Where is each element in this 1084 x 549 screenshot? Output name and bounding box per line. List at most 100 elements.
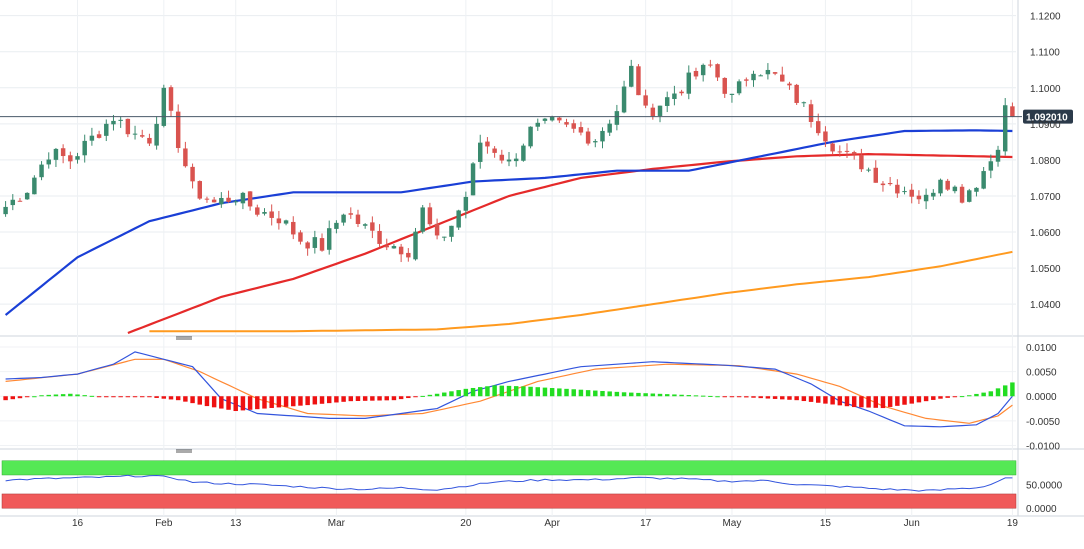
candle bbox=[3, 201, 8, 217]
candle-body bbox=[513, 158, 519, 162]
macd-histogram-bar bbox=[708, 395, 713, 397]
candle-body bbox=[636, 66, 641, 96]
rsi-axis-tick-label: 0.0000 bbox=[1026, 504, 1057, 515]
candle-body bbox=[362, 224, 368, 226]
candle-body bbox=[10, 199, 16, 206]
candle bbox=[211, 196, 217, 203]
candle bbox=[593, 139, 598, 148]
candle bbox=[334, 220, 339, 234]
candle bbox=[700, 63, 706, 82]
price-axis-tick-label: 1.0500 bbox=[1030, 264, 1061, 275]
macd-histogram-bar bbox=[384, 396, 389, 401]
candle bbox=[305, 241, 310, 256]
candle-body bbox=[585, 131, 591, 144]
macd-histogram-bar bbox=[945, 396, 950, 398]
macd-histogram-bar bbox=[808, 396, 814, 402]
macd-histogram-bar bbox=[269, 396, 274, 408]
macd-histogram-bar bbox=[967, 395, 972, 397]
macd-histogram-bar bbox=[463, 388, 469, 397]
macd-histogram-bar bbox=[262, 396, 267, 409]
candle-body bbox=[664, 97, 670, 106]
candle-body bbox=[902, 191, 907, 193]
macd-histogram-bar bbox=[787, 396, 792, 400]
macd-histogram-bar bbox=[247, 396, 253, 410]
candle-body bbox=[255, 207, 260, 215]
candle-body bbox=[240, 192, 246, 204]
candle bbox=[478, 134, 483, 169]
candle bbox=[708, 59, 713, 68]
pane-resize-handle-2[interactable] bbox=[176, 449, 192, 453]
candle bbox=[68, 151, 73, 170]
rsi-line bbox=[5, 474, 1013, 492]
candle-body bbox=[355, 214, 361, 224]
macd-histogram-bar bbox=[312, 396, 318, 405]
candle bbox=[758, 74, 763, 77]
candle bbox=[24, 192, 30, 200]
candle bbox=[370, 216, 375, 239]
candle-body bbox=[53, 148, 59, 160]
candle-body bbox=[1010, 106, 1015, 117]
macd-histogram-bar bbox=[111, 396, 116, 398]
candle-body bbox=[959, 186, 965, 203]
time-axis-tick-label: Apr bbox=[544, 518, 560, 529]
macd-histogram-bar bbox=[535, 387, 540, 397]
candle-body bbox=[226, 197, 231, 202]
candle-body bbox=[700, 64, 706, 76]
candle-body bbox=[233, 201, 238, 203]
macd-histogram-bar bbox=[880, 396, 886, 409]
candle bbox=[945, 178, 950, 191]
candle bbox=[650, 103, 656, 120]
candle bbox=[967, 188, 972, 203]
moving-average-long bbox=[149, 250, 1013, 333]
candle bbox=[693, 67, 699, 80]
candle bbox=[319, 233, 325, 252]
candle-body bbox=[478, 142, 483, 162]
macd-histogram-bar bbox=[456, 390, 461, 397]
candle-body bbox=[204, 198, 210, 200]
candle bbox=[233, 199, 238, 206]
candle bbox=[326, 220, 332, 255]
macd-axis-tick-label: 0.0100 bbox=[1026, 343, 1057, 354]
macd-axis-tick-label: -0.0050 bbox=[1026, 417, 1060, 428]
candle-body bbox=[341, 214, 346, 223]
macd-histogram-bar bbox=[434, 393, 440, 397]
candle bbox=[154, 116, 159, 150]
candle bbox=[895, 179, 900, 198]
macd-histogram-bar bbox=[974, 393, 979, 397]
macd-histogram-bar bbox=[887, 396, 893, 407]
candle-body bbox=[974, 187, 979, 192]
candle bbox=[190, 163, 195, 189]
candle bbox=[995, 145, 1001, 167]
candle-body bbox=[39, 164, 44, 178]
candle bbox=[204, 196, 210, 203]
candle bbox=[442, 236, 447, 242]
macd-histogram-bar bbox=[657, 393, 663, 397]
candle-body bbox=[305, 242, 310, 249]
candle bbox=[866, 167, 871, 173]
macd-histogram-bar bbox=[420, 395, 425, 397]
candle-body bbox=[859, 155, 864, 170]
candle bbox=[291, 216, 296, 240]
macd-histogram-bar bbox=[585, 390, 591, 397]
candle bbox=[197, 180, 202, 200]
candle-body bbox=[945, 180, 950, 190]
price-axis-tick-label: 1.0700 bbox=[1030, 192, 1061, 203]
candle bbox=[607, 119, 612, 136]
macd-histogram-bar bbox=[370, 396, 375, 401]
candle-body bbox=[967, 190, 972, 202]
candle-body bbox=[758, 75, 763, 77]
macd-histogram-bar bbox=[988, 391, 994, 397]
candle bbox=[952, 185, 958, 194]
macd-histogram-bar bbox=[391, 396, 397, 401]
macd-histogram-bar bbox=[147, 396, 152, 398]
candle bbox=[377, 224, 382, 248]
candle-body bbox=[370, 222, 375, 231]
candle bbox=[456, 209, 461, 230]
macd-histogram-bar bbox=[3, 396, 8, 401]
candle bbox=[39, 161, 44, 181]
pane-resize-handle-1[interactable] bbox=[176, 336, 192, 340]
price-axis-tick-label: 1.0600 bbox=[1030, 228, 1061, 239]
macd-histogram-bar bbox=[931, 396, 936, 400]
